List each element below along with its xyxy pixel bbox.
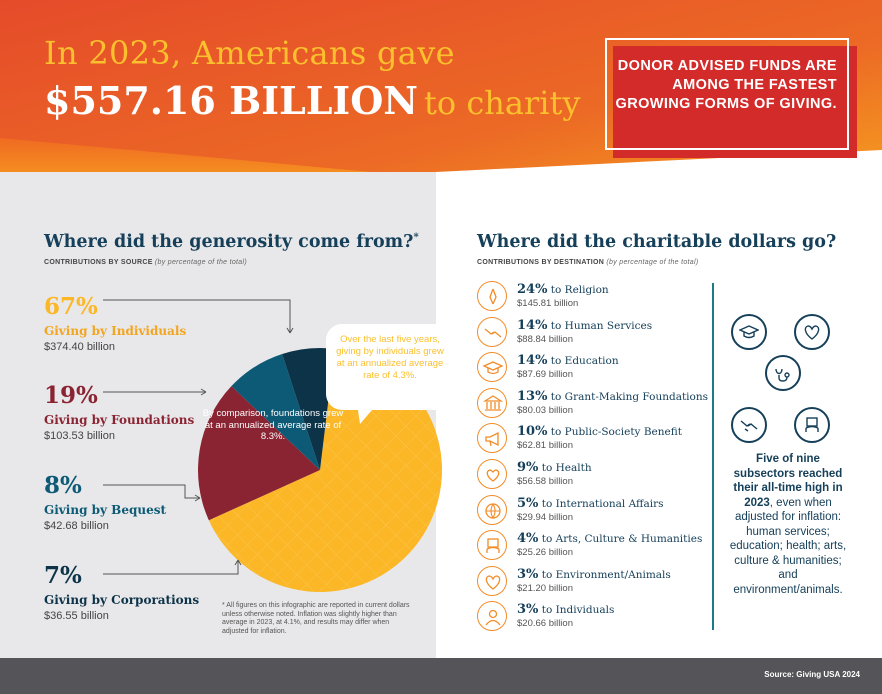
helping-hands-icon — [477, 316, 507, 347]
destination-row: 14% to Education $87.69 billion — [477, 352, 707, 383]
source-amount: $374.40 billion — [44, 341, 115, 353]
helping-hands-icon — [731, 407, 767, 443]
destinations-title: Where did the charitable dollars go? — [477, 232, 837, 252]
destination-label: 10% to Public-Society Benefit — [517, 424, 682, 440]
source-pct: 67% — [44, 293, 98, 320]
source-pct: 8% — [44, 472, 82, 499]
connector-arrows — [103, 299, 294, 575]
destination-label: 4% to Arts, Culture & Humanities — [517, 531, 703, 547]
subsectors-note: Five of nine subsectors reached their al… — [729, 453, 847, 596]
destination-label: 3% to Environment/Animals — [517, 566, 671, 582]
headline-line1: In 2023, Americans gave — [44, 34, 455, 72]
arrow-individuals — [103, 299, 291, 333]
destination-row: 14% to Human Services $88.84 billion — [477, 316, 707, 347]
destination-amount: $87.69 billion — [517, 369, 573, 381]
source-amount: $36.55 billion — [44, 610, 109, 622]
sources-subtitle: CONTRIBUTIONS BY SOURCE (by percentage o… — [44, 259, 247, 266]
destination-row: 3% to Individuals $20.66 billion — [477, 601, 707, 632]
destination-label: 3% to Individuals — [517, 602, 615, 618]
destination-label: 5% to International Affairs — [517, 495, 664, 511]
source-pct: 19% — [44, 382, 98, 409]
pie-slice-foundations — [197, 386, 320, 521]
destination-row: 24% to Religion $145.81 billion — [477, 281, 707, 311]
praying-hands-icon — [477, 281, 507, 311]
graduation-cap-icon — [731, 314, 767, 350]
destination-row: 10% to Public-Society Benefit $62.81 bill… — [477, 423, 707, 454]
headline-amount: $557.16 BILLION — [44, 78, 419, 123]
source-credit: Source: Giving USA 2024 — [764, 670, 860, 679]
destination-amount: $56.58 billion — [517, 476, 573, 487]
arrow-bequest — [103, 484, 200, 499]
footer-bar: Source: Giving USA 2024 — [0, 658, 882, 694]
foundations-growth-text: By comparison, foundations grew at an an… — [202, 408, 344, 442]
destination-row: 4% to Arts, Culture & Humanities $25.26 b… — [477, 530, 707, 561]
destination-row: 5% to International Affairs $29.94 billio… — [477, 494, 707, 525]
source-individuals: 67% Giving by Individuals $374.40 billio… — [44, 293, 187, 354]
museum-frame-icon — [794, 407, 830, 443]
megaphone-icon — [477, 423, 507, 454]
destination-label: 14% to Education — [517, 353, 619, 369]
source-corporations: 7% Giving by Corporations $36.55 billion — [44, 562, 200, 623]
destination-row: 3% to Environment/Animals $21.20 billion — [477, 565, 707, 596]
vertical-divider — [712, 283, 714, 630]
museum-frame-icon — [477, 530, 507, 561]
source-name: Giving by Individuals — [44, 324, 187, 338]
stethoscope-heart-icon — [477, 459, 507, 489]
destinations-subtitle: CONTRIBUTIONS BY DESTINATION (by percent… — [477, 259, 699, 266]
destination-amount: $145.81 billion — [517, 298, 579, 309]
source-amount: $42.68 billion — [44, 520, 109, 532]
source-bequest: 8% Giving by Bequest $42.68 billion — [44, 472, 166, 533]
destination-label: 14% to Human Services — [517, 317, 653, 333]
graduation-cap-icon — [477, 352, 507, 383]
pie-slice-bequest — [231, 354, 320, 470]
source-name: Giving by Foundations — [44, 413, 195, 427]
header-banner: In 2023, Americans gave $557.16 BILLION t… — [0, 0, 882, 210]
source-pct: 7% — [44, 562, 82, 589]
destination-label: 9% to Health — [517, 460, 592, 475]
destination-amount: $20.66 billion — [517, 618, 573, 630]
leaf-heart-icon — [794, 314, 830, 350]
sources-title: Where did the generosity come from?* — [44, 232, 419, 252]
arrow-corporations — [103, 560, 239, 575]
destination-label: 24% to Religion — [517, 282, 609, 297]
source-name: Giving by Corporations — [44, 593, 200, 607]
daf-callout-box: DONOR ADVISED FUNDS ARE AMONG THE FASTES… — [605, 38, 857, 158]
source-name: Giving by Bequest — [44, 503, 166, 517]
stethoscope-heart-icon — [765, 355, 801, 391]
bubble-text: Over the last five years, giving by indi… — [336, 334, 444, 381]
destination-amount: $88.84 billion — [517, 333, 573, 345]
source-amount: $103.53 billion — [44, 430, 115, 442]
pie-slice-corporations — [282, 348, 335, 470]
individuals-growth-bubble: Over the last five years, giving by indi… — [322, 320, 458, 424]
destination-row: 9% to Health $56.58 billion — [477, 459, 707, 489]
footnote: * All figures on this infographic are re… — [222, 602, 410, 635]
destination-amount: $62.81 billion — [517, 440, 573, 452]
bank-building-icon — [477, 387, 507, 418]
globe-icon — [477, 494, 507, 525]
leaf-heart-icon — [477, 565, 507, 596]
destination-label: 13% to Grant-Making Foundations — [517, 388, 709, 404]
person-icon — [477, 601, 507, 632]
destination-amount: $21.20 billion — [517, 582, 573, 594]
headline-tail: to charity — [424, 84, 581, 122]
destination-amount: $25.26 billion — [517, 547, 573, 559]
daf-callout-text: DONOR ADVISED FUNDS ARE AMONG THE FASTES… — [615, 58, 837, 112]
destination-amount: $29.94 billion — [517, 511, 573, 523]
source-foundations: 19% Giving by Foundations $103.53 billio… — [44, 382, 195, 443]
destination-row: 13% to Grant-Making Foundations $80.03 bi… — [477, 387, 709, 418]
destination-amount: $80.03 billion — [517, 404, 573, 416]
